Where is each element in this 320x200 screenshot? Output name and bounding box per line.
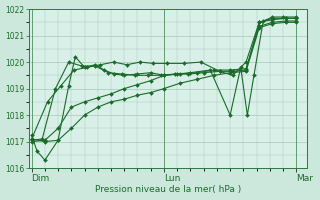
X-axis label: Pression niveau de la mer( hPa ): Pression niveau de la mer( hPa )	[95, 185, 241, 194]
